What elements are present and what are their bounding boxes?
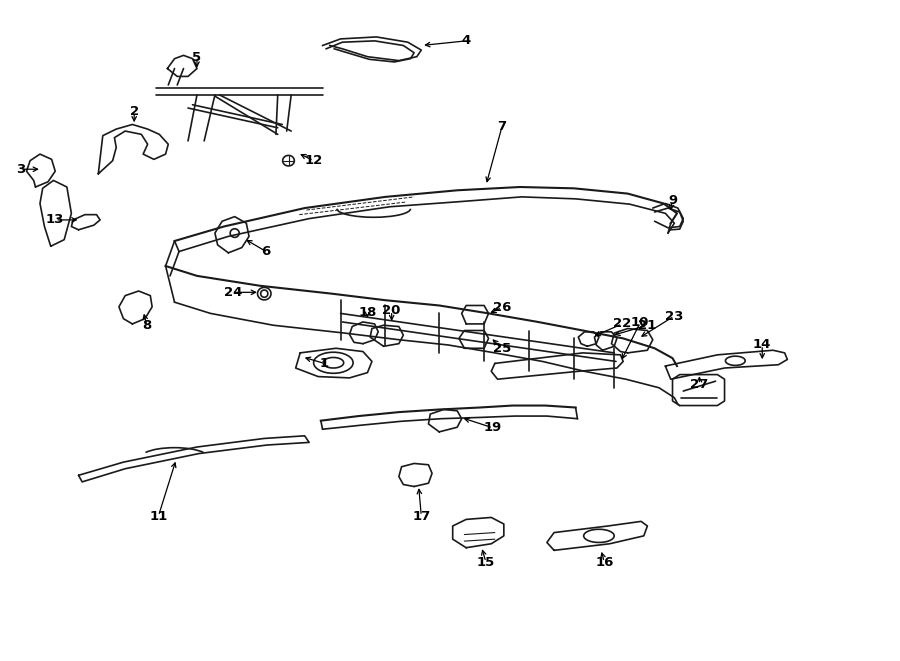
- Text: 20: 20: [382, 304, 400, 317]
- Text: 26: 26: [493, 301, 511, 314]
- Text: 22: 22: [613, 317, 632, 330]
- Text: 5: 5: [193, 51, 202, 64]
- Text: 27: 27: [690, 378, 708, 391]
- Text: 21: 21: [638, 319, 656, 332]
- Text: 25: 25: [493, 342, 511, 356]
- Text: 15: 15: [477, 556, 495, 568]
- Text: 12: 12: [304, 154, 323, 167]
- Text: 16: 16: [595, 556, 614, 568]
- Text: 7: 7: [498, 120, 507, 133]
- Text: 2: 2: [130, 106, 139, 118]
- Text: 1: 1: [320, 357, 329, 370]
- Text: 24: 24: [224, 286, 242, 299]
- Text: 13: 13: [46, 214, 65, 227]
- Text: 14: 14: [753, 338, 771, 352]
- Text: 3: 3: [16, 163, 26, 176]
- Text: 23: 23: [665, 309, 683, 323]
- Text: 6: 6: [261, 245, 271, 258]
- Text: 18: 18: [358, 305, 376, 319]
- Text: 17: 17: [412, 510, 430, 523]
- Text: 11: 11: [149, 510, 167, 523]
- Text: 4: 4: [462, 34, 471, 48]
- Text: 9: 9: [668, 194, 677, 207]
- Text: 10: 10: [631, 316, 650, 329]
- Text: 8: 8: [142, 319, 151, 332]
- Text: 19: 19: [484, 422, 502, 434]
